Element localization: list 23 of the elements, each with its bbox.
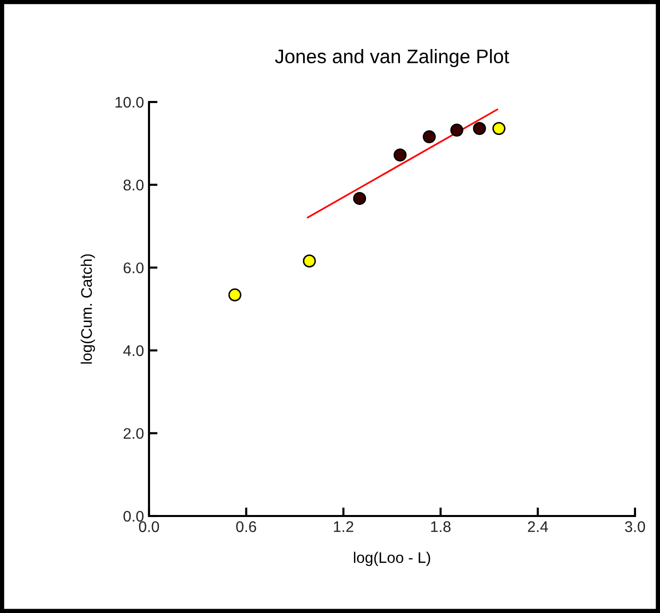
- point: [394, 148, 407, 162]
- x-tick-label: 0.0: [138, 521, 160, 532]
- x-axis-title: log(Loo - L): [354, 552, 430, 566]
- x-tick-label: 2.4: [528, 521, 548, 532]
- y-tick-label: 6.0: [124, 262, 144, 274]
- point: [472, 122, 486, 135]
- y-tick-label: 8.0: [124, 180, 144, 190]
- x-tick-label: 1.8: [431, 521, 451, 532]
- point: [302, 254, 316, 268]
- y-tick-label: 2.0: [124, 428, 144, 439]
- y-tick-label: 0.0: [124, 510, 144, 522]
- x-tick-label: 0.6: [236, 521, 256, 532]
- point: [422, 130, 436, 144]
- point: [492, 122, 506, 135]
- y-tick-label: 10.0: [116, 96, 144, 108]
- point: [228, 288, 242, 302]
- point: [353, 192, 366, 205]
- x-tick-label: 3.0: [624, 521, 646, 532]
- y-tick-label: 4.0: [123, 345, 144, 356]
- point: [450, 124, 464, 137]
- chart-title: Jones and van Zalinge Plot: [275, 49, 510, 68]
- x-tick-label: 1.2: [334, 521, 354, 532]
- y-axis-title: log(Cum. Catch): [80, 254, 95, 364]
